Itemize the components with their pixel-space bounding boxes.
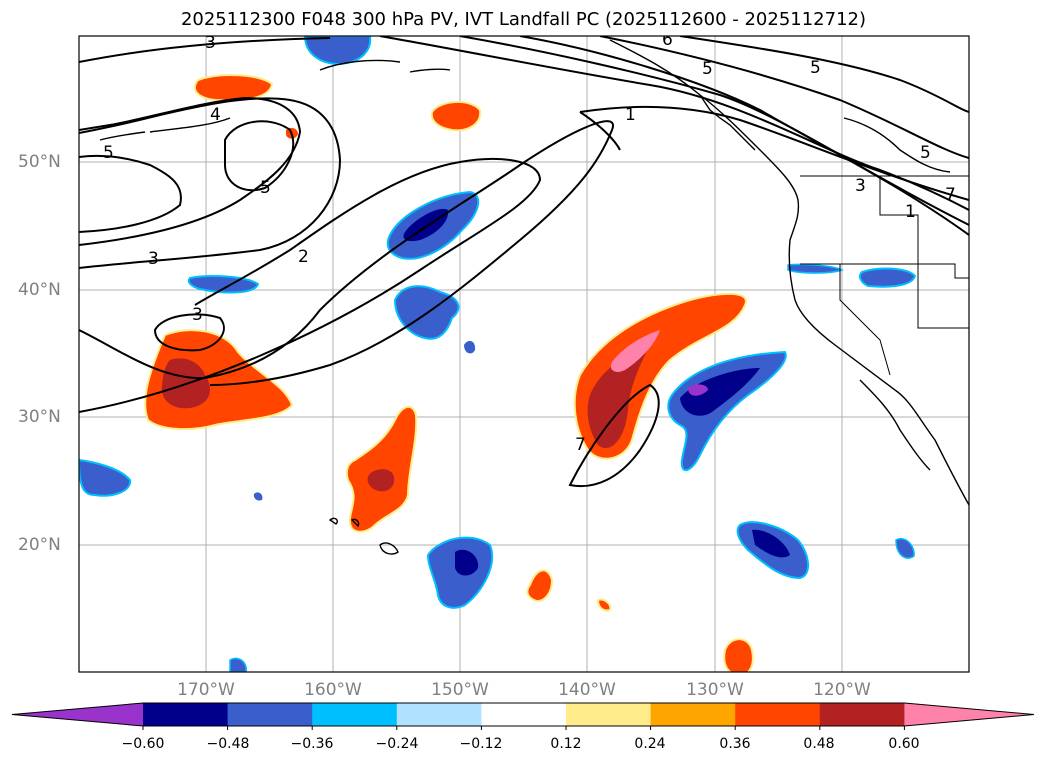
colorbar-segment (396, 703, 482, 726)
coastlines (99, 39, 969, 555)
colorbar-segment (819, 703, 905, 726)
lat-label: 20°N (18, 535, 61, 555)
contour-label: 3 (192, 305, 203, 325)
lon-label: 120°W (813, 680, 871, 700)
contour-label: 1 (625, 105, 636, 125)
contour-label: 7 (575, 435, 586, 455)
positive-anomaly-jet-peak (610, 330, 660, 373)
colorbar-segment (227, 703, 313, 726)
negative-anomaly-offshore-core (680, 368, 760, 416)
colorbar-segment (143, 703, 229, 726)
contour-label: 1 (905, 202, 916, 222)
colorbar-segment (650, 703, 736, 726)
colorbar-extend-high (904, 703, 1034, 726)
negative-anomaly-offshore (667, 350, 787, 471)
positive-anomaly-small-south (526, 569, 554, 602)
colorbar-tick-label: −0.24 (375, 736, 419, 752)
colorbar-tick-label: −0.12 (459, 736, 503, 752)
contour-label: 3 (855, 176, 866, 196)
contour-label: 7 (945, 185, 956, 205)
negative-anomaly-north-core (403, 208, 449, 242)
lon-label: 130°W (686, 680, 744, 700)
map-frame (78, 35, 970, 673)
colorbar-tick-label: 0.60 (888, 736, 920, 752)
ivt-positive-anomalies (144, 74, 754, 672)
contour-label: 6 (662, 30, 673, 50)
colorbar-segment (312, 703, 398, 726)
lon-label: 160°W (304, 680, 362, 700)
contour-label: 5 (920, 143, 931, 163)
positive-anomaly-hawaii (345, 405, 418, 533)
positive-anomaly-bottom (723, 638, 754, 672)
colorbar-segment (566, 703, 652, 726)
colorbar-tick-label: −0.60 (121, 736, 165, 752)
pv-contours (79, 36, 969, 487)
lon-label: 150°W (431, 680, 489, 700)
lon-label: 170°W (177, 680, 235, 700)
positive-anomaly-jet-core (587, 345, 650, 449)
lat-label: 40°N (18, 280, 61, 300)
colorbar-tick-label: 0.48 (803, 736, 835, 752)
contour-label: 5 (810, 58, 821, 78)
contour-label: 4 (210, 105, 221, 125)
colorbar-tick-label: 0.12 (550, 736, 582, 752)
political-borders (800, 175, 969, 376)
colorbar-tick-label: 0.36 (719, 736, 751, 752)
lat-label: 30°N (18, 407, 61, 427)
lon-label: 140°W (558, 680, 616, 700)
positive-anomaly-bering (193, 74, 274, 102)
colorbar-tick-label: 0.24 (634, 736, 666, 752)
colorbar-segment (481, 703, 567, 726)
colorbar-extend-low (12, 703, 143, 726)
contour-label: 5 (260, 178, 271, 198)
contour-label: 5 (702, 59, 713, 79)
contour-label: 3 (148, 249, 159, 269)
contour-label: 2 (298, 247, 309, 267)
contour-label: 5 (103, 143, 114, 163)
colorbar-tick-label: −0.48 (206, 736, 250, 752)
colorbar-segment (735, 703, 821, 726)
positive-anomaly-hawaii-core (367, 469, 395, 492)
colorbar-tick-label: −0.36 (290, 736, 334, 752)
contour-label: 3 (205, 33, 216, 53)
contour-labels: 3 4 5 5 5 3 2 3 1 6 5 5 6 3 7 1 7 (103, 30, 956, 455)
positive-anomaly-gulf-alaska (430, 101, 482, 132)
map-title: 2025112300 F048 300 hPa PV, IVT Landfall… (180, 9, 867, 30)
lat-label: 50°N (18, 152, 61, 172)
